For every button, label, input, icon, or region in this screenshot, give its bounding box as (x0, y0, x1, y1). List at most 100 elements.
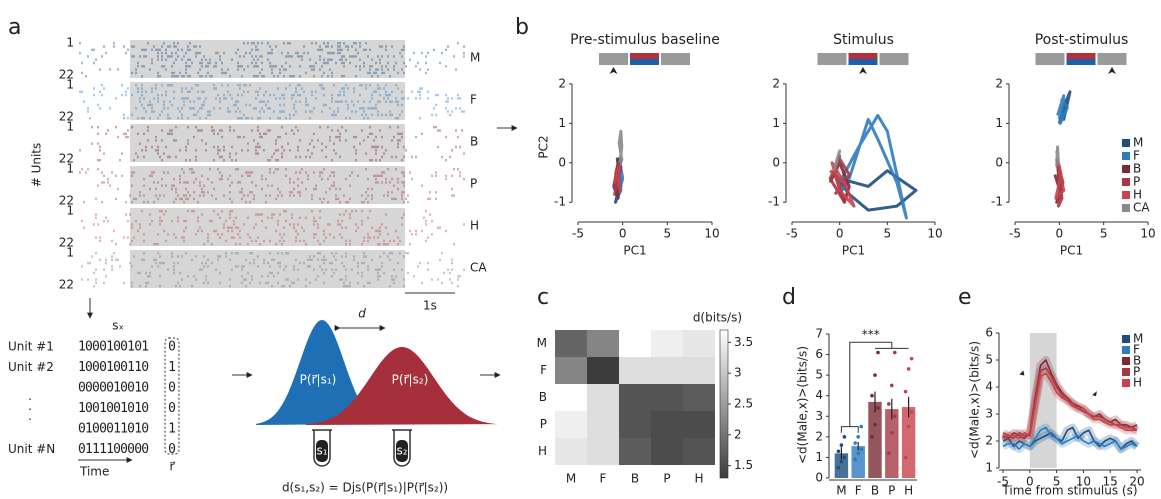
legend-label: B (1133, 354, 1141, 368)
ellipsis: · (28, 413, 32, 427)
chart-title: Pre-stimulus baseline (570, 32, 720, 48)
significance-bracket (840, 341, 909, 433)
x-tick-label: 0 (619, 227, 627, 241)
distance-label: d (358, 307, 366, 321)
unit-label: 22 (59, 152, 74, 166)
data-point (890, 430, 894, 435)
tube (312, 429, 332, 467)
epoch-marker (859, 67, 867, 74)
tube-label: s₁ (316, 444, 327, 458)
unit-label: 1 (66, 204, 74, 218)
legend-label: F (1133, 343, 1140, 357)
legend-label: P (1133, 365, 1140, 379)
x-tick-label: M (836, 484, 846, 498)
bar (885, 409, 899, 478)
colorbar-tick-label: 2 (734, 427, 742, 441)
y-tick-label: 0 (558, 155, 566, 169)
legend-label: H (1133, 188, 1142, 202)
heatmap-cell (619, 330, 651, 357)
bit-string: 0111100000 (78, 442, 148, 457)
x-tick-label: B (871, 484, 879, 498)
line (1002, 426, 1138, 450)
row-label: H (538, 444, 547, 458)
heatmap-cell (651, 438, 683, 465)
heatmap-cell (651, 384, 683, 411)
spike-raster (79, 126, 465, 162)
heatmap-cell (555, 438, 587, 465)
data-point (870, 393, 874, 398)
x-tick-label: 5 (1053, 475, 1061, 489)
x-axis-label: PC1 (1060, 244, 1083, 258)
bit-string: 0100011010 (78, 422, 148, 437)
y-tick-label: -1 (554, 195, 566, 209)
heatmap-cell (683, 357, 715, 384)
panel-label: d (782, 285, 796, 310)
data-point (842, 435, 847, 439)
data-point (859, 447, 863, 452)
response-bit: 0 (168, 340, 176, 355)
data-point (893, 414, 897, 419)
x-tick-label: 10 (1076, 475, 1091, 489)
x-axis-label: Time from stimulus (s) (1001, 484, 1137, 498)
trajectory (833, 169, 918, 212)
y-tick-label: 2 (985, 434, 993, 448)
data-point (839, 459, 844, 464)
y-tick-label: 4 (815, 388, 823, 402)
trajectory (1057, 90, 1072, 124)
y-tick-label: 6 (815, 347, 823, 361)
unit-label: 22 (59, 236, 74, 250)
chart-title: Post-stimulus (1035, 32, 1129, 48)
unit-row-label: Unit #1 (8, 340, 54, 354)
ellipsis: · (28, 403, 32, 417)
bit-string: 0000010010 (78, 381, 148, 396)
data-point (873, 373, 877, 377)
data-point (893, 350, 897, 355)
x-tick-label: 10 (704, 227, 719, 241)
data-point (853, 441, 857, 445)
x-tick-label: -5 (1009, 227, 1021, 241)
y-tick-label: -1 (991, 195, 1003, 209)
data-point (887, 451, 891, 456)
data-point (909, 356, 914, 361)
data-point (903, 389, 908, 394)
epoch-box (848, 59, 878, 65)
unit-label: 1 (66, 162, 74, 176)
y-tick-label: 7 (815, 327, 823, 341)
response-bit: 1 (168, 422, 176, 437)
data-point (909, 410, 914, 414)
row-label: B (470, 135, 478, 149)
response-bit: 0 (168, 442, 176, 457)
y-tick-label: 0 (815, 471, 823, 485)
col-label: F (600, 472, 607, 486)
annotation-arrow (1091, 391, 1097, 397)
legend-label: M (1133, 136, 1143, 150)
heatmap-cell (587, 384, 619, 411)
unit-row-label: Unit #N (8, 442, 55, 456)
legend-swatch (1122, 357, 1130, 365)
heatmap-cell (619, 438, 651, 465)
epoch-marker (1108, 67, 1116, 74)
data-point (870, 435, 874, 439)
x-axis-label: PC1 (623, 244, 646, 258)
heatmap-cell (619, 357, 651, 384)
x-tick-label: -5 (997, 475, 1009, 489)
heatmap-cell (651, 330, 683, 357)
y-tick-label: 6 (985, 326, 993, 340)
y-tick-label: 3 (985, 407, 993, 421)
trajectory (617, 129, 624, 163)
bar (868, 401, 882, 478)
data-point (836, 449, 841, 454)
epoch-box (1035, 53, 1065, 65)
line (1002, 372, 1137, 440)
y-tick-label: 1 (815, 450, 823, 464)
colorbar-tick-label: 3 (734, 366, 742, 380)
x-tick-label: 5 (1100, 227, 1108, 241)
tube-fill (396, 440, 408, 462)
response-bit: 0 (168, 401, 176, 416)
bit-string: 1000100101 (78, 340, 148, 355)
y-tick-label: 0 (772, 155, 780, 169)
x-tick-label: 10 (1140, 227, 1155, 241)
epoch-marker (609, 67, 618, 74)
data-point (876, 406, 880, 410)
